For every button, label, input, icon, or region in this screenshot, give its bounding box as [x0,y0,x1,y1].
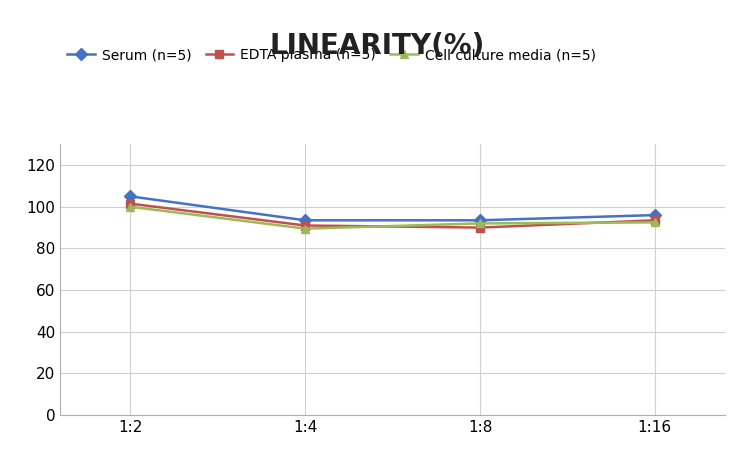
Line: Cell culture media (n=5): Cell culture media (n=5) [126,202,659,233]
Serum (n=5) [300,217,310,223]
Cell culture media (n=5) [476,221,485,226]
Serum (n=5) [126,193,135,199]
Serum (n=5) [650,212,659,218]
Text: LINEARITY(%): LINEARITY(%) [270,32,485,60]
EDTA plasma (n=5) [300,223,310,228]
Cell culture media (n=5) [126,204,135,209]
EDTA plasma (n=5) [126,201,135,207]
Cell culture media (n=5) [650,220,659,225]
Legend: Serum (n=5), EDTA plasma (n=5), Cell culture media (n=5): Serum (n=5), EDTA plasma (n=5), Cell cul… [67,48,596,62]
Cell culture media (n=5) [300,226,310,231]
Line: Serum (n=5): Serum (n=5) [126,192,659,225]
Serum (n=5) [476,217,485,223]
EDTA plasma (n=5) [650,217,659,223]
EDTA plasma (n=5) [476,225,485,230]
Line: EDTA plasma (n=5): EDTA plasma (n=5) [126,199,659,232]
